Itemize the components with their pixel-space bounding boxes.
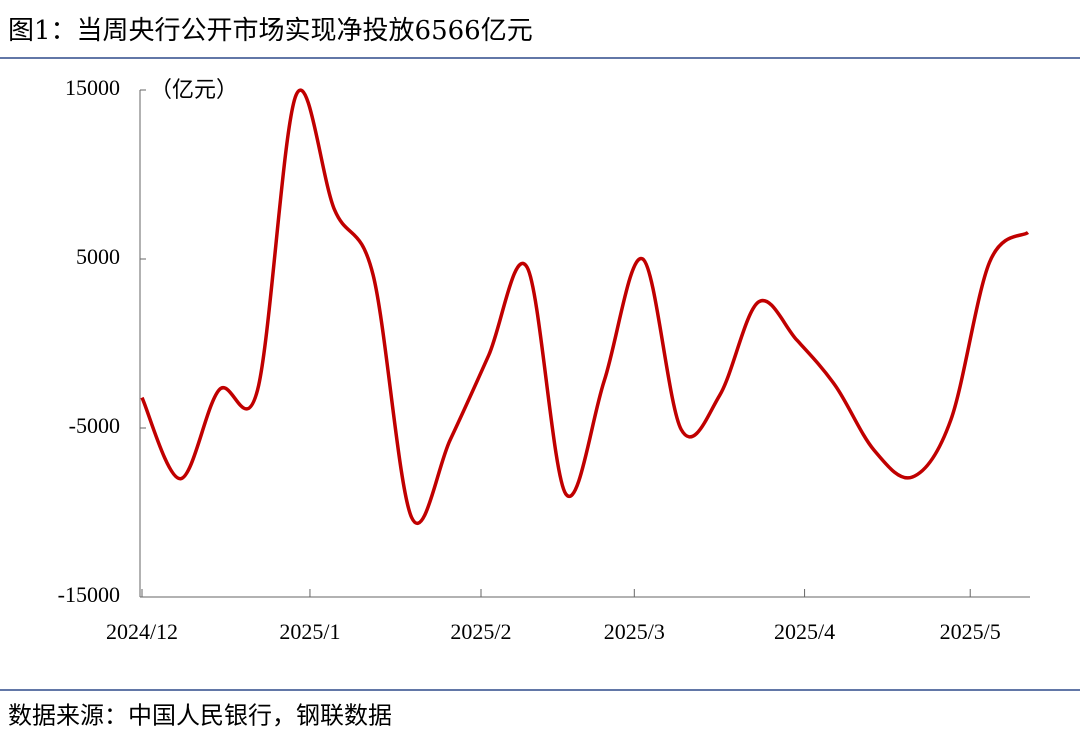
- data-line: [140, 88, 1030, 525]
- x-tick-label: 2025/5: [940, 619, 1001, 644]
- y-tick-label: 15000: [65, 75, 120, 100]
- x-tick-label: 2025/2: [450, 619, 511, 644]
- y-axis-unit: （亿元）: [150, 78, 238, 103]
- x-tick-label: 2025/4: [774, 619, 835, 644]
- y-tick-label: -5000: [69, 413, 120, 438]
- x-tick-label: 2025/3: [604, 619, 665, 644]
- x-tick-label: 2025/1: [279, 619, 340, 644]
- x-tick-label: 2024/12: [106, 619, 178, 644]
- y-tick-label: 5000: [76, 244, 120, 269]
- source-note: 数据来源：中国人民银行，钢联数据: [8, 702, 392, 730]
- y-tick-label: -15000: [58, 582, 120, 607]
- chart-title: 图1：当周央行公开市场实现净投放6566亿元: [8, 16, 533, 46]
